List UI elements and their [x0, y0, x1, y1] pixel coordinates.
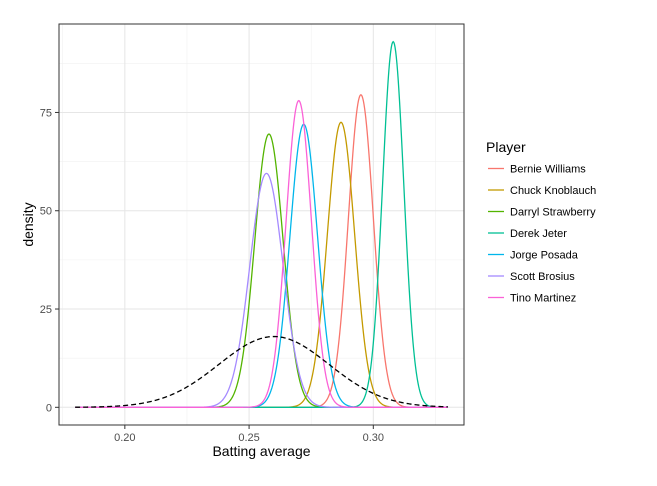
legend-item: Derek Jeter: [488, 228, 567, 240]
legend-label: Derek Jeter: [510, 228, 567, 240]
legend-label: Bernie Williams: [510, 164, 586, 176]
series-layer: [75, 40, 448, 408]
legend-label: Chuck Knoblauch: [510, 185, 596, 197]
legend-label: Scott Brosius: [510, 271, 575, 283]
legend: Player Bernie Williams Chuck Knoblauch Dar…: [486, 139, 596, 305]
legend-item: Scott Brosius: [488, 271, 575, 283]
y-tick-label: 75: [40, 107, 52, 119]
panel-border: [58, 23, 465, 426]
x-tick-label: 0.30: [363, 432, 384, 444]
legend-title: Player: [486, 139, 526, 155]
legend-item: Darryl Strawberry: [488, 207, 596, 219]
density-curve-tino-martinez: [75, 99, 448, 408]
x-tick-label: 0.20: [114, 432, 135, 444]
x-axis-title: Batting average: [212, 443, 310, 459]
legend-label: Darryl Strawberry: [510, 207, 596, 219]
y-tick-label: 50: [40, 206, 52, 218]
legend-item: Jorge Posada: [488, 250, 579, 262]
legend-item: Chuck Knoblauch: [488, 185, 596, 197]
panel-background: [59, 24, 464, 425]
y-tick-label: 25: [40, 304, 52, 316]
legend-item: Tino Martinez: [488, 293, 576, 305]
y-axis-title: density: [20, 202, 36, 246]
legend-item: Bernie Williams: [488, 164, 586, 176]
legend-label: Tino Martinez: [510, 293, 576, 305]
prior-density-curve: [75, 335, 448, 408]
x-tick-label: 0.25: [238, 432, 259, 444]
legend-label: Jorge Posada: [510, 250, 579, 262]
legend-items: Bernie Williams Chuck Knoblauch Darryl Str…: [488, 164, 596, 305]
axis-layer: 0.20 0.25 0.30 0 25 50 75: [40, 107, 384, 444]
y-tick-label: 0: [46, 402, 52, 414]
